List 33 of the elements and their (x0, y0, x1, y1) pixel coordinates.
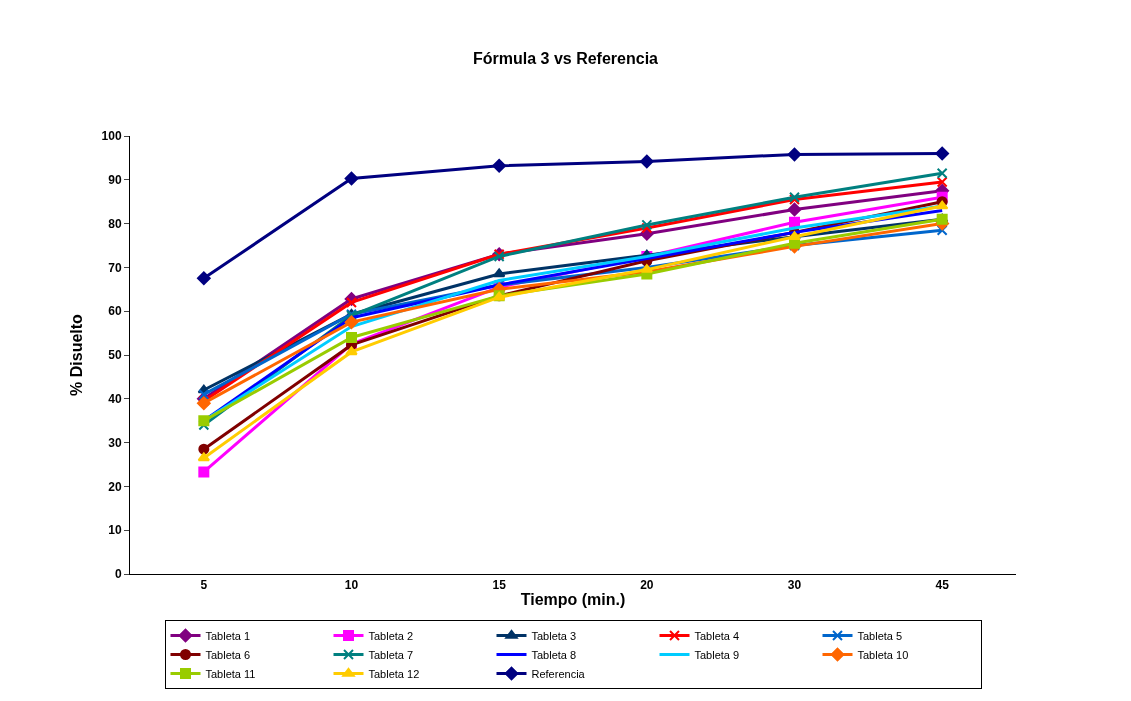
x-tick-label: 20 (640, 578, 654, 593)
legend-label: Tableta 8 (531, 648, 577, 661)
legend-label: Tableta 7 (368, 648, 414, 661)
legend-label: Referencia (531, 667, 586, 680)
y-tick-label: 40 (108, 392, 122, 406)
chart-title: Fórmula 3 vs Referencia (473, 49, 659, 67)
x-tick-label: 30 (787, 578, 802, 593)
y-tick-label: 50 (108, 348, 122, 363)
legend-label: Tableta 3 (531, 629, 577, 642)
x-tick-label: 5 (200, 578, 208, 593)
legend-label: Tableta 5 (857, 629, 903, 642)
y-tick-label: 70 (108, 260, 122, 275)
y-tick-label: 60 (108, 304, 122, 319)
y-tick-label: 90 (108, 173, 122, 187)
legend-label: Tableta 6 (205, 648, 251, 661)
legend-label: Tableta 4 (694, 629, 740, 642)
x-tick-label: 15 (492, 578, 507, 593)
y-tick-label: 100 (101, 129, 122, 144)
legend-label: Tableta 12 (368, 667, 420, 680)
y-axis-title: % Disuelto (68, 313, 86, 396)
legend-label: Tableta 1 (205, 629, 251, 642)
legend-label: Tableta 10 (857, 648, 909, 661)
x-tick-label: 10 (344, 578, 359, 593)
legend-label: Tableta 11 (205, 667, 256, 680)
y-tick-label: 10 (108, 523, 122, 538)
y-tick-label: 0 (114, 567, 122, 582)
x-axis-title: Tiempo (min.) (520, 591, 626, 609)
y-tick-label: 80 (108, 216, 122, 231)
legend-label: Tableta 2 (368, 629, 414, 642)
y-tick-label: 20 (108, 479, 122, 494)
y-tick-label: 30 (108, 435, 122, 450)
x-tick-label: 45 (935, 578, 950, 593)
legend-label: Tableta 9 (694, 648, 740, 661)
